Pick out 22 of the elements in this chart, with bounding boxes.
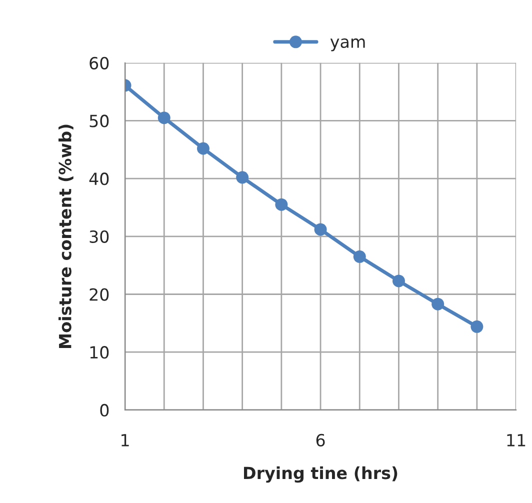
- x-tick-label: 6: [316, 434, 325, 446]
- point: [196, 142, 210, 155]
- y-axis-title: Moisture content (%wb): [58, 124, 74, 348]
- point: [314, 223, 327, 236]
- y-tick-label: 50: [90, 114, 109, 128]
- x-tick-label: 1: [122, 434, 129, 446]
- point: [353, 250, 366, 263]
- legend-label: yam: [330, 38, 365, 52]
- y-tick-label: 10: [90, 346, 109, 359]
- y-tick-label: 60: [90, 56, 109, 70]
- x-tick-label: 11: [507, 434, 526, 446]
- point: [275, 198, 288, 211]
- point: [392, 274, 405, 288]
- point: [470, 320, 484, 333]
- y-tick-label: 30: [90, 230, 109, 243]
- y-tick-label: 0: [100, 404, 109, 417]
- point: [158, 112, 170, 124]
- point: [236, 171, 249, 184]
- y-tick-label: 20: [90, 288, 109, 301]
- y-tick-label: 40: [89, 172, 109, 186]
- x-axis-title: Drying tine (hrs): [244, 466, 398, 483]
- point: [432, 298, 444, 310]
